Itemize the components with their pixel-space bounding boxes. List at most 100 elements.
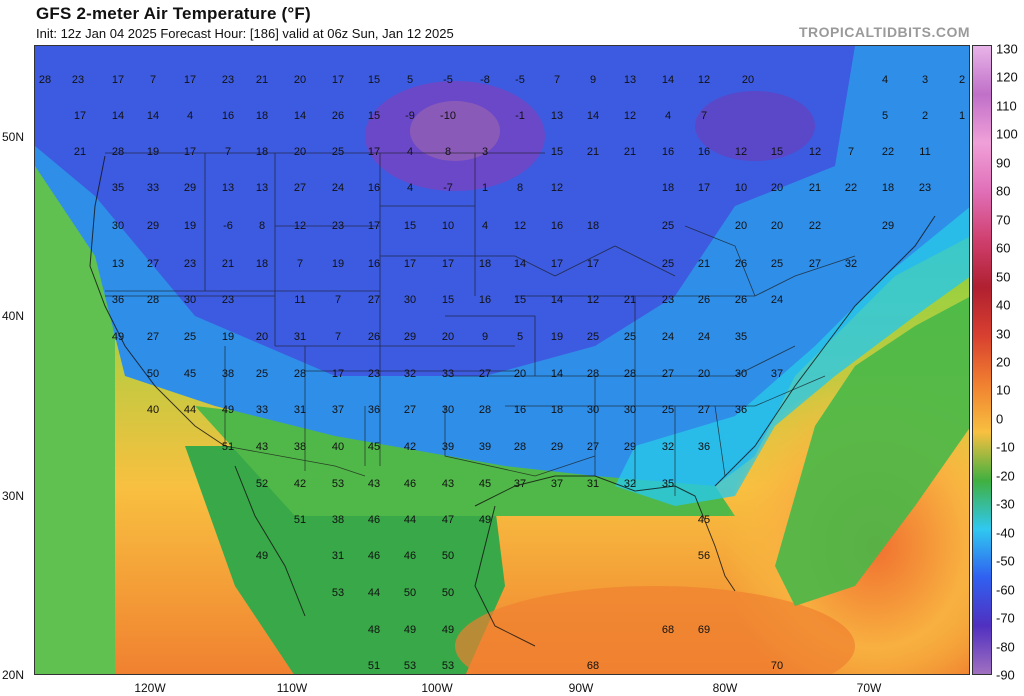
- temperature-value: 24: [331, 182, 345, 194]
- temperature-value: 15: [441, 294, 455, 306]
- temperature-value: 36: [697, 441, 711, 453]
- lon-label-70w: 70W: [856, 681, 882, 695]
- temperature-value: 20: [770, 182, 784, 194]
- temperature-value: 29: [183, 182, 197, 194]
- colorbar-label: 10: [996, 382, 1011, 398]
- temperature-value: 19: [221, 331, 235, 343]
- temperature-value: 44: [367, 587, 381, 599]
- lat-label-50n: 50N: [2, 130, 25, 144]
- temperature-value: 21: [586, 146, 600, 158]
- temperature-value: 1: [481, 182, 489, 194]
- temperature-value: 29: [146, 220, 160, 232]
- temperature-value: 20: [293, 146, 307, 158]
- temperature-value: 8: [258, 220, 266, 232]
- temperature-value: 42: [293, 478, 307, 490]
- temperature-value: 2: [921, 110, 929, 122]
- temperature-value: 25: [661, 404, 675, 416]
- temperature-value: 51: [293, 514, 307, 526]
- colorbar-label: 40: [996, 297, 1011, 313]
- temperature-value: 28: [623, 368, 637, 380]
- temperature-value: 17: [367, 220, 381, 232]
- colorbar-label: 60: [996, 240, 1011, 256]
- temperature-value: 22: [881, 146, 895, 158]
- temperature-value: 36: [111, 294, 125, 306]
- temperature-value: 25: [331, 146, 345, 158]
- temperature-value: 36: [367, 404, 381, 416]
- temperature-value: 26: [734, 294, 748, 306]
- temperature-value: 12: [586, 294, 600, 306]
- temperature-value: 38: [331, 514, 345, 526]
- temperature-value: 25: [661, 220, 675, 232]
- temperature-value: 33: [146, 182, 160, 194]
- temperature-value: 48: [367, 624, 381, 636]
- temperature-value: 23: [661, 294, 675, 306]
- temperature-value: 49: [221, 404, 235, 416]
- temperature-value: 23: [71, 74, 85, 86]
- colorbar-label: 50: [996, 269, 1011, 285]
- temperature-value: 31: [586, 478, 600, 490]
- temperature-value: 14: [111, 110, 125, 122]
- temperature-value: 49: [111, 331, 125, 343]
- temperature-value: 49: [255, 550, 269, 562]
- brand-watermark: TROPICALTIDBITS.COM: [798, 24, 970, 40]
- temperature-value: 27: [146, 331, 160, 343]
- temperature-value: 17: [697, 182, 711, 194]
- temperature-value: 16: [697, 146, 711, 158]
- temperature-value: 16: [221, 110, 235, 122]
- temperature-value: 15: [367, 74, 381, 86]
- temperature-value: 32: [661, 441, 675, 453]
- temperature-value: 27: [478, 368, 492, 380]
- temperature-value: 5: [406, 74, 414, 86]
- temperature-value: 21: [808, 182, 822, 194]
- temperature-value: 23: [367, 368, 381, 380]
- temperature-value: 32: [623, 478, 637, 490]
- temperature-value: 13: [221, 182, 235, 194]
- temperature-value: 37: [513, 478, 527, 490]
- temperature-value: 21: [623, 146, 637, 158]
- temperature-value: 44: [183, 404, 197, 416]
- temperature-value: 22: [844, 182, 858, 194]
- temperature-value: 33: [441, 368, 455, 380]
- temperature-value: 12: [293, 220, 307, 232]
- temperature-value: 17: [586, 258, 600, 270]
- temperature-value: 12: [734, 146, 748, 158]
- temperature-value: 68: [586, 660, 600, 672]
- temperature-value: 23: [221, 74, 235, 86]
- temperature-value: 50: [441, 587, 455, 599]
- temperature-value: 14: [661, 74, 675, 86]
- temperature-value: -5: [515, 74, 525, 86]
- temperature-value: 50: [441, 550, 455, 562]
- temperature-value: 20: [770, 220, 784, 232]
- temperature-value: 35: [111, 182, 125, 194]
- temperature-value: 21: [73, 146, 87, 158]
- temperature-value: -6: [223, 220, 233, 232]
- temperature-value: 30: [403, 294, 417, 306]
- temperature-value: 4: [186, 110, 194, 122]
- colorbar-label: -40: [996, 525, 1015, 541]
- temperature-value: 28: [513, 441, 527, 453]
- colorbar-label: 30: [996, 326, 1011, 342]
- temperature-value: 25: [661, 258, 675, 270]
- temperature-value: 14: [513, 258, 527, 270]
- temperature-value: 40: [146, 404, 160, 416]
- temperature-value: 17: [331, 368, 345, 380]
- temperature-value: 30: [441, 404, 455, 416]
- temperature-value: 20: [513, 368, 527, 380]
- temperature-value: 18: [586, 220, 600, 232]
- temperature-value: 53: [331, 478, 345, 490]
- temperature-value: 17: [73, 110, 87, 122]
- temperature-value: 45: [697, 514, 711, 526]
- temperature-value: 16: [478, 294, 492, 306]
- colorbar-label: 90: [996, 155, 1011, 171]
- lon-label-120w: 120W: [134, 681, 166, 695]
- temperature-value: 26: [697, 294, 711, 306]
- temperature-value: 24: [697, 331, 711, 343]
- temperature-value: 7: [224, 146, 232, 158]
- temperature-value: 17: [441, 258, 455, 270]
- temperature-value: 27: [586, 441, 600, 453]
- temperature-value: 3: [481, 146, 489, 158]
- temperature-value: 28: [111, 146, 125, 158]
- temperature-value: 14: [550, 294, 564, 306]
- temperature-value: 16: [367, 182, 381, 194]
- temperature-value: 12: [550, 182, 564, 194]
